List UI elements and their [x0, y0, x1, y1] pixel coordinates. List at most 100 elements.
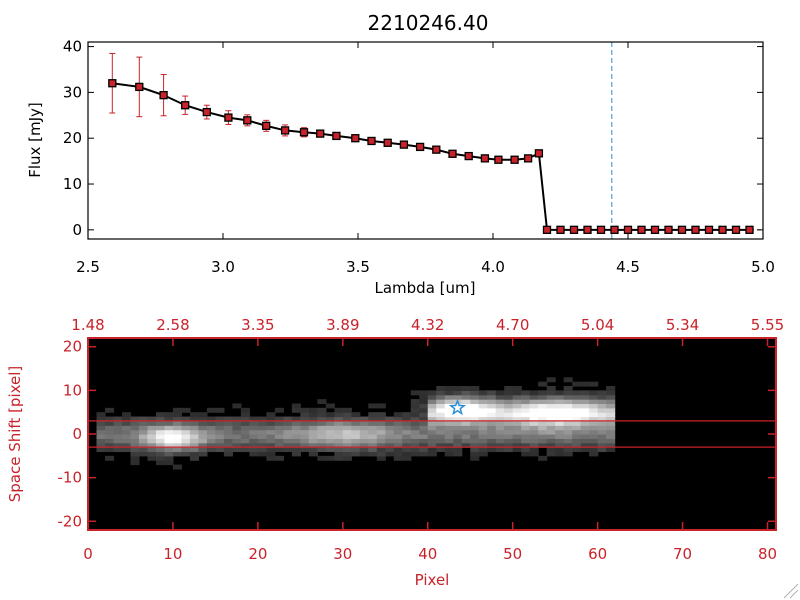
heatmap-cell: [504, 407, 514, 413]
heatmap-cell: [300, 442, 310, 448]
wavelength-top-tick-label: 4.32: [411, 316, 444, 334]
heatmap-cell: [538, 394, 548, 400]
heatmap-cell: [470, 442, 480, 448]
heatmap-cell: [393, 416, 403, 422]
heatmap-cell: [589, 429, 599, 435]
heatmap-cell: [512, 407, 522, 413]
heatmap-cell: [555, 442, 565, 448]
heatmap-cell: [368, 416, 378, 422]
heatmap-cell: [334, 407, 344, 413]
heatmap-cell: [606, 442, 616, 448]
heatmap-cell: [589, 390, 599, 396]
heatmap-cell: [189, 442, 200, 448]
heatmap-cell: [478, 451, 488, 457]
heatmap-cell: [410, 390, 420, 396]
heatmap-cell: [538, 455, 548, 461]
heatmap-cell: [427, 412, 437, 418]
heatmap-cell: [317, 455, 327, 461]
heatmap-cell: [436, 394, 446, 400]
heatmap-cell: [589, 407, 599, 413]
heatmap-cell: [138, 447, 149, 453]
heatmap-cell: [172, 412, 183, 418]
heatmap-cell: [478, 442, 488, 448]
heatmap-cell: [240, 434, 250, 439]
heatmap-cell: [291, 429, 301, 435]
flux-data-point: [432, 145, 441, 154]
heatmap-cell: [521, 451, 531, 457]
heatmap-cell: [495, 390, 505, 396]
flux-data-point: [569, 225, 579, 234]
heatmap-cell: [317, 399, 327, 405]
heatmap-cell: [334, 447, 344, 453]
heatmap-cell: [181, 407, 191, 413]
heatmap-cell: [249, 447, 259, 453]
flux-y-tick-label: 0: [72, 221, 82, 239]
heatmap-cell: [589, 451, 599, 457]
heatmap-cell: [172, 464, 183, 470]
heatmap-cell: [257, 416, 267, 422]
heatmap-cell: [300, 425, 310, 431]
heatmap-cell: [546, 429, 556, 435]
heatmap-cell: [410, 403, 420, 409]
heatmap-cell: [461, 407, 471, 413]
heatmap-cell: [427, 394, 437, 400]
heatmap-cell: [410, 407, 420, 413]
heatmap-cell: [274, 442, 284, 448]
heatmap-cell: [291, 447, 301, 453]
heatmap-cell: [427, 403, 437, 409]
heatmap-cell: [325, 455, 335, 461]
heatmap-cell: [529, 390, 539, 396]
heatmap-cell: [529, 438, 539, 444]
heatmap-cell: [164, 438, 174, 444]
heatmap-cell: [147, 451, 157, 457]
flux-data-point: [510, 155, 519, 164]
heatmap-cell: [555, 407, 565, 413]
heatmap-cell: [402, 447, 412, 453]
heatmap-cell: [232, 403, 242, 409]
heatmap-cell: [572, 420, 582, 426]
heatmap-cell: [563, 416, 573, 422]
heatmap-cell: [606, 434, 616, 439]
pixel-x-tick-label: 70: [673, 545, 692, 563]
heatmap-cell: [155, 447, 166, 453]
heatmap-cell: [393, 438, 403, 444]
heatmap-cell: [563, 394, 573, 400]
heatmap-cell: [478, 399, 488, 405]
heatmap-cell: [300, 416, 310, 422]
heatmap-cell: [427, 390, 437, 396]
heatmap-cell: [215, 434, 225, 439]
heatmap-cell: [325, 425, 335, 431]
heatmap-cell: [597, 438, 607, 444]
heatmap-cell: [410, 399, 420, 405]
heatmap-cell: [342, 434, 352, 439]
heatmap-cell: [529, 399, 539, 405]
heatmap-cell: [130, 429, 140, 435]
heatmap-cell: [529, 447, 539, 453]
heatmap-cell: [487, 403, 497, 409]
heatmap-cell: [419, 429, 429, 435]
heatmap-cell: [563, 377, 573, 383]
heatmap-cell: [495, 442, 505, 448]
heatmap-cell: [257, 447, 267, 453]
heatmap-cell: [555, 412, 565, 418]
resize-grip-icon[interactable]: [783, 583, 799, 599]
heatmap-cell: [198, 451, 208, 457]
heatmap-cell: [478, 425, 488, 431]
heatmap-cell: [155, 451, 166, 457]
heatmap-cell: [385, 438, 395, 444]
heatmap-cell: [249, 438, 259, 444]
heatmap-cell: [300, 407, 310, 413]
flux-x-tick-label: 3.5: [346, 258, 370, 276]
heatmap-cell: [113, 416, 123, 422]
heatmap-cell: [342, 451, 352, 457]
heatmap-cell: [266, 425, 276, 431]
heatmap-cell: [402, 412, 412, 418]
heatmap-cell: [189, 438, 200, 444]
heatmap-cell: [597, 416, 607, 422]
flux-data-point: [610, 225, 619, 234]
heatmap-cell: [104, 429, 115, 435]
heatmap-cell: [376, 447, 386, 453]
heatmap-cell: [597, 394, 607, 400]
heatmap-cell: [96, 420, 106, 426]
heatmap-cell: [206, 434, 217, 439]
